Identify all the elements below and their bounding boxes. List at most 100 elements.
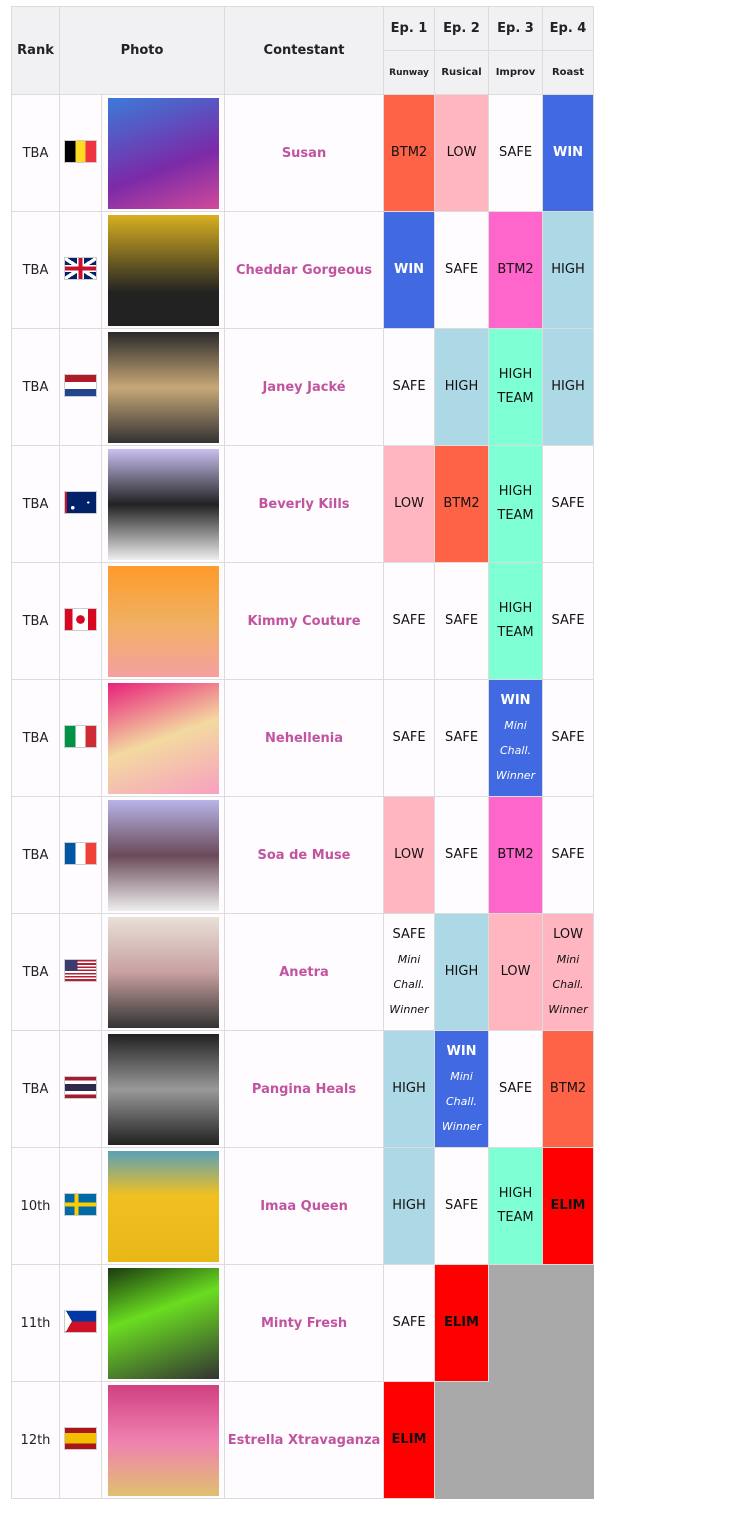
table-row: 10th Imaa Queen HIGH SAFE HIGH TEAM ELIM: [11, 1147, 595, 1265]
contestant-photo[interactable]: [107, 1150, 219, 1262]
result-note: Mini Chall. Winner: [441, 1069, 482, 1133]
episode-2-challenge: Rusical: [434, 50, 490, 95]
flag-cell: [59, 211, 102, 329]
episode-1-result: SAFE: [383, 679, 436, 797]
rank-cell: TBA: [11, 211, 60, 329]
philippines-flag-icon: [65, 1310, 96, 1332]
result-label: WIN: [446, 1043, 477, 1059]
episode-1-result: LOW: [383, 445, 436, 563]
result-label: SAFE: [392, 1315, 426, 1330]
contestant-name[interactable]: Anetra: [224, 913, 385, 1031]
episode-3-result: HIGH TEAM: [488, 1147, 544, 1265]
photo-cell: [100, 796, 226, 914]
spain-flag-icon: [65, 1427, 96, 1449]
episode-2-header: Ep. 2: [434, 6, 490, 51]
flag-cell: [59, 1030, 102, 1148]
result-note: Mini Chall. Winner: [389, 952, 429, 1016]
contestant-photo[interactable]: [107, 916, 219, 1028]
flag-cell: [59, 913, 102, 1031]
contestant-photo[interactable]: [107, 1384, 219, 1496]
photo-cell: [100, 445, 226, 563]
episode-1-result: HIGH: [383, 1147, 436, 1265]
contestant-photo[interactable]: [107, 799, 219, 911]
contestant-photo[interactable]: [107, 1033, 219, 1145]
episode-2-result: HIGH: [434, 913, 490, 1031]
contestant-photo[interactable]: [107, 448, 219, 560]
episode-1-result: BTM2: [383, 94, 436, 212]
contestant-name[interactable]: Pangina Heals: [224, 1030, 385, 1148]
result-label: WIN: [552, 145, 584, 160]
contestant-name[interactable]: Soa de Muse: [224, 796, 385, 914]
episode-4-challenge: Roast: [542, 50, 595, 95]
rank-cell: 12th: [11, 1381, 60, 1499]
episode-3-result: HIGH TEAM: [488, 445, 544, 563]
table-row: TBA Susan BTM2 LOW SAFE WIN: [11, 94, 595, 212]
contestant-name[interactable]: Kimmy Couture: [224, 562, 385, 680]
result-note: Mini Chall. Winner: [495, 718, 536, 782]
result-label: SAFE: [392, 379, 426, 394]
contestant-photo[interactable]: [107, 565, 219, 677]
contestant-header: Contestant: [224, 6, 385, 95]
contestant-name[interactable]: Beverly Kills: [224, 445, 385, 563]
result-label: SAFE: [392, 926, 426, 942]
contestant-progress-table: Rank Photo Contestant Ep. 1 Ep. 2 Ep. 3 …: [11, 6, 595, 1499]
rank-cell: 10th: [11, 1147, 60, 1265]
contestant-name[interactable]: Imaa Queen: [224, 1147, 385, 1265]
contestant-name[interactable]: Nehellenia: [224, 679, 385, 797]
result-label: HIGH TEAM: [497, 601, 534, 640]
result-label: BTM2: [390, 145, 428, 160]
table-row: TBA Janey Jacké SAFE HIGH HIGH TEAM HIGH: [11, 328, 595, 446]
result-label: SAFE: [551, 496, 585, 511]
episode-4-result: WIN: [542, 94, 595, 212]
flag-cell: [59, 1264, 102, 1382]
table-row: TBA Anetra SAFE Mini Chall. Winner HIGH LOW LO…: [11, 913, 595, 1031]
result-label: LOW: [500, 964, 531, 979]
episode-3-result: SAFE: [488, 1030, 544, 1148]
rank-cell: TBA: [11, 913, 60, 1031]
netherlands-flag-icon: [65, 374, 96, 396]
result-label: HIGH: [444, 379, 479, 394]
contestant-name[interactable]: Cheddar Gorgeous: [224, 211, 385, 329]
episode-2-result: BTM2: [434, 445, 490, 563]
contestant-photo[interactable]: [107, 682, 219, 794]
result-label: HIGH: [392, 1198, 426, 1213]
contestant-photo[interactable]: [107, 214, 219, 326]
contestant-photo[interactable]: [107, 1267, 219, 1379]
episode-2-result: SAFE: [434, 211, 490, 329]
result-label: HIGH TEAM: [497, 367, 534, 406]
result-label: ELIM: [391, 1432, 427, 1447]
episode-2-result: SAFE: [434, 679, 490, 797]
episode-1-result: SAFE: [383, 562, 436, 680]
australia-flag-icon: [65, 491, 96, 513]
usa-flag-icon: [65, 959, 96, 981]
flag-cell: [59, 679, 102, 797]
episode-4-result: HIGH: [542, 211, 595, 329]
table-row: TBA Cheddar Gorgeous WIN SAFE BTM2 HIGH: [11, 211, 595, 329]
contestant-name[interactable]: Janey Jacké: [224, 328, 385, 446]
italy-flag-icon: [65, 725, 96, 747]
contestant-photo[interactable]: [107, 331, 219, 443]
result-label: SAFE: [444, 847, 479, 862]
table-row: TBA Nehellenia SAFE SAFE WIN Mini Chall. Winn…: [11, 679, 595, 797]
episode-4-result: BTM2: [542, 1030, 595, 1148]
contestant-name[interactable]: Minty Fresh: [224, 1264, 385, 1382]
table-row: TBA Kimmy Couture SAFE SAFE HIGH TEAM SAFE: [11, 562, 595, 680]
table-row: TBA Beverly Kills LOW BTM2 HIGH TEAM SAFE: [11, 445, 595, 563]
episode-2-result: SAFE: [434, 1147, 490, 1265]
contestant-name[interactable]: Susan: [224, 94, 385, 212]
flag-cell: [59, 562, 102, 680]
flag-cell: [59, 1147, 102, 1265]
eliminated-cell: [434, 1381, 595, 1499]
episode-4-header: Ep. 4: [542, 6, 595, 51]
episode-3-header: Ep. 3: [488, 6, 544, 51]
episode-4-result: ELIM: [542, 1147, 595, 1265]
episode-1-result: HIGH: [383, 1030, 436, 1148]
episode-1-result: LOW: [383, 796, 436, 914]
contestant-name[interactable]: Estrella Xtravaganza: [224, 1381, 385, 1499]
contestant-photo[interactable]: [107, 97, 219, 209]
episode-3-result: LOW: [488, 913, 544, 1031]
photo-cell: [100, 328, 226, 446]
episode-3-result: BTM2: [488, 211, 544, 329]
result-label: SAFE: [444, 262, 479, 277]
photo-cell: [100, 1381, 226, 1499]
